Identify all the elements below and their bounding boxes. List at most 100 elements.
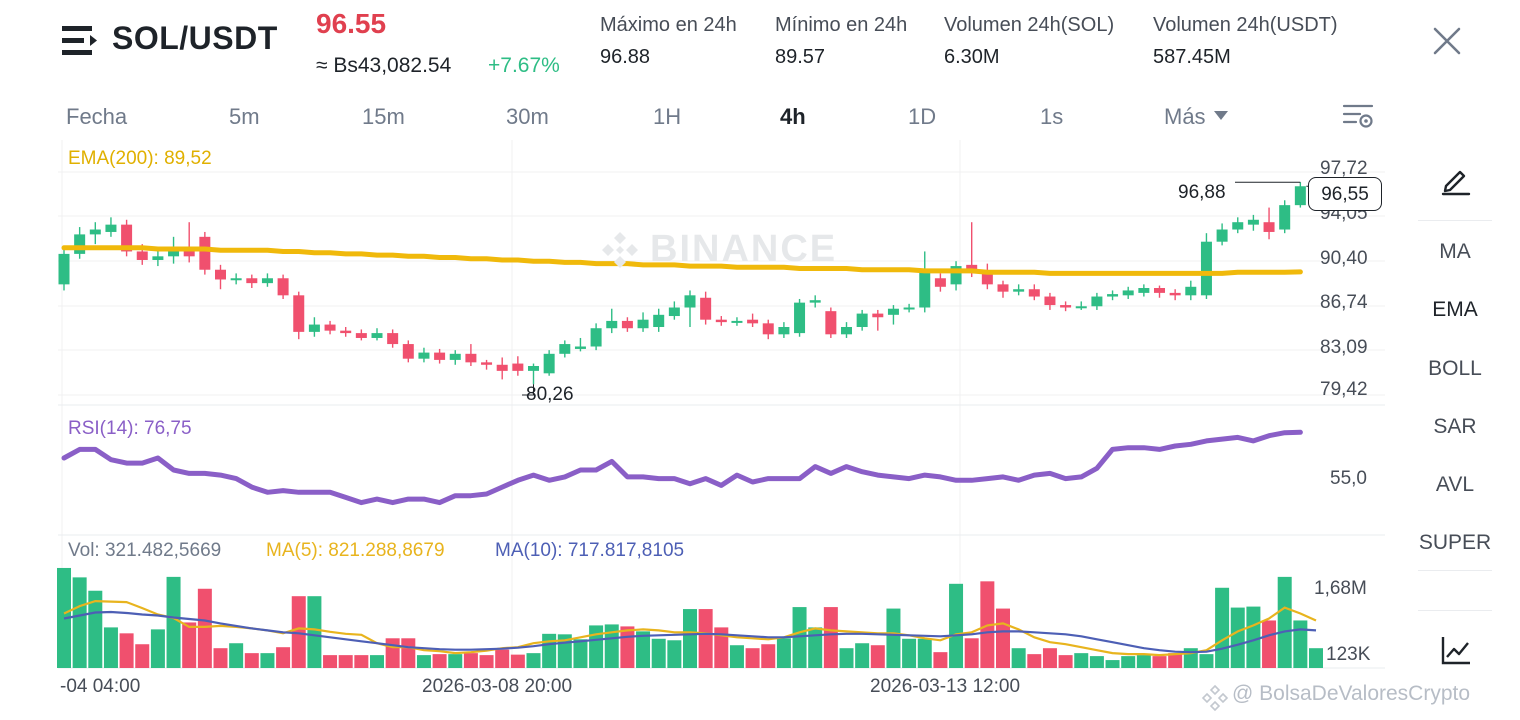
tab-1d[interactable]: 1D xyxy=(908,104,937,129)
volume-bar xyxy=(526,653,541,668)
tab-15m[interactable]: 15m xyxy=(362,104,405,129)
candle xyxy=(809,300,821,303)
volume-bar xyxy=(1262,620,1277,668)
candle xyxy=(1263,222,1275,232)
pair-title[interactable]: SOL/USDT xyxy=(112,20,278,56)
volume-bar xyxy=(276,647,291,668)
volume-ma10-line xyxy=(63,610,1317,654)
tab-date[interactable]: Fecha xyxy=(66,104,128,129)
candle xyxy=(152,256,164,260)
indicator-sar[interactable]: SAR xyxy=(1433,415,1477,438)
volume-bar xyxy=(338,655,353,668)
candle xyxy=(261,278,273,284)
candle xyxy=(1247,219,1259,225)
candle xyxy=(402,344,414,359)
line-chart-icon[interactable] xyxy=(1440,634,1472,666)
volume-bar xyxy=(213,648,228,668)
volume-bar xyxy=(667,640,682,668)
volume-bar xyxy=(933,652,948,668)
candle xyxy=(1154,288,1165,293)
indicator-boll[interactable]: BOLL xyxy=(1428,357,1482,380)
candle xyxy=(872,313,884,318)
candle xyxy=(89,229,101,235)
stat-low-label: Mínimo en 24h xyxy=(775,14,908,36)
tab-more[interactable]: Más xyxy=(1164,104,1206,129)
volume-bar xyxy=(917,638,932,668)
divider xyxy=(1418,610,1492,611)
volume-bar xyxy=(698,609,713,668)
candle xyxy=(887,308,899,315)
volume-bar xyxy=(463,653,478,668)
tab-30m[interactable]: 30m xyxy=(506,104,549,129)
candle xyxy=(308,324,320,332)
volume-bar xyxy=(1199,654,1214,668)
candle xyxy=(434,352,446,360)
volume-bar xyxy=(1168,653,1183,668)
volume-bar xyxy=(776,638,791,668)
candle xyxy=(1185,286,1197,296)
candle xyxy=(794,302,806,334)
volume-bar xyxy=(432,654,447,668)
stat-high-label: Máximo en 24h xyxy=(600,14,737,36)
pencil-icon[interactable] xyxy=(1440,164,1472,196)
candle xyxy=(762,323,774,335)
menu-icon[interactable] xyxy=(62,24,98,56)
indicator-avl[interactable]: AVL xyxy=(1435,473,1475,496)
source-logo-icon xyxy=(1201,684,1229,712)
candle xyxy=(1169,292,1181,296)
volume-bar xyxy=(761,644,776,668)
tab-1w[interactable]: 1s xyxy=(1040,104,1064,129)
volume-bar xyxy=(1105,660,1120,668)
volume-y-tick: 1,68M xyxy=(1314,578,1367,599)
volume-bar xyxy=(291,596,306,668)
candle xyxy=(653,314,665,328)
indicator-super[interactable]: SUPER xyxy=(1418,531,1492,554)
candle xyxy=(105,224,117,232)
candle xyxy=(481,362,493,365)
volume-bar xyxy=(103,627,118,668)
stat-vol-quote-label: Volumen 24h(USDT) xyxy=(1153,14,1338,36)
high-marker-label: 96,88 xyxy=(1178,182,1226,203)
candle xyxy=(355,333,367,338)
y-tick: 90,40 xyxy=(1320,248,1368,269)
volume-bar xyxy=(1230,607,1245,668)
candle xyxy=(324,324,336,331)
volume-bar xyxy=(119,633,134,668)
candle xyxy=(747,319,759,324)
candle xyxy=(590,328,602,347)
volume-bar xyxy=(1074,653,1089,668)
tab-4h[interactable]: 4h xyxy=(780,104,806,129)
rsi-line xyxy=(61,429,1303,506)
close-icon[interactable] xyxy=(1432,26,1462,56)
volume-bar xyxy=(323,655,338,668)
tab-5m[interactable]: 5m xyxy=(229,104,260,129)
volume-bar xyxy=(604,624,619,668)
candle xyxy=(825,311,837,335)
candle xyxy=(340,330,352,334)
volume-bar xyxy=(839,648,854,668)
candle xyxy=(293,295,305,332)
volume-bar xyxy=(150,629,165,668)
volume-bar xyxy=(229,643,244,668)
chart-settings-icon[interactable] xyxy=(1342,102,1374,130)
candle xyxy=(1028,289,1040,297)
x-tick: -04 04:00 xyxy=(60,676,141,697)
binance-watermark: BINANCE xyxy=(650,228,838,270)
indicator-ema[interactable]: EMA xyxy=(1432,298,1478,321)
volume-bar xyxy=(855,643,870,668)
candle xyxy=(371,333,383,338)
stat-low-value: 89.57 xyxy=(775,46,826,68)
rsi-y-tick: 55,0 xyxy=(1330,468,1367,489)
chevron-down-icon[interactable] xyxy=(1214,111,1228,120)
last-price: 96.55 xyxy=(316,8,387,39)
candle xyxy=(199,236,211,270)
indicator-ma[interactable]: MA xyxy=(1439,240,1471,263)
candlestick-chart[interactable] xyxy=(0,0,1400,720)
volume-bar xyxy=(401,638,416,668)
candle xyxy=(1075,306,1087,309)
y-tick: 86,74 xyxy=(1320,292,1368,313)
tab-1h[interactable]: 1H xyxy=(653,104,682,129)
candle xyxy=(981,272,993,285)
candle xyxy=(606,320,618,329)
y-tick: 83,09 xyxy=(1320,337,1368,358)
